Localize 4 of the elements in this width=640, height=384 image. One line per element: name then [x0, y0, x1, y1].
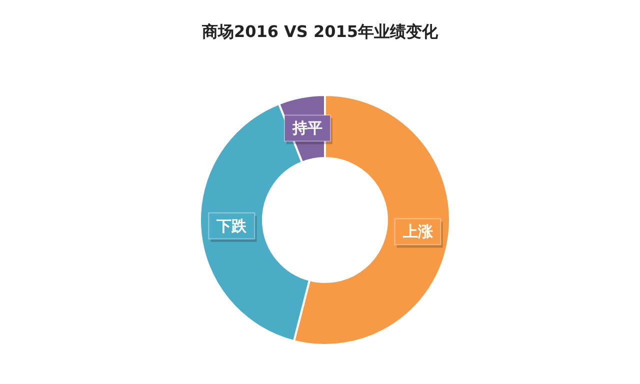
slice-label: 持平 [291, 119, 322, 138]
slice-label: 下跌 [216, 216, 248, 235]
chart-title: 商场2016 VS 2015年业绩变化 [200, 22, 440, 43]
slice-label: 上涨 [402, 222, 434, 241]
